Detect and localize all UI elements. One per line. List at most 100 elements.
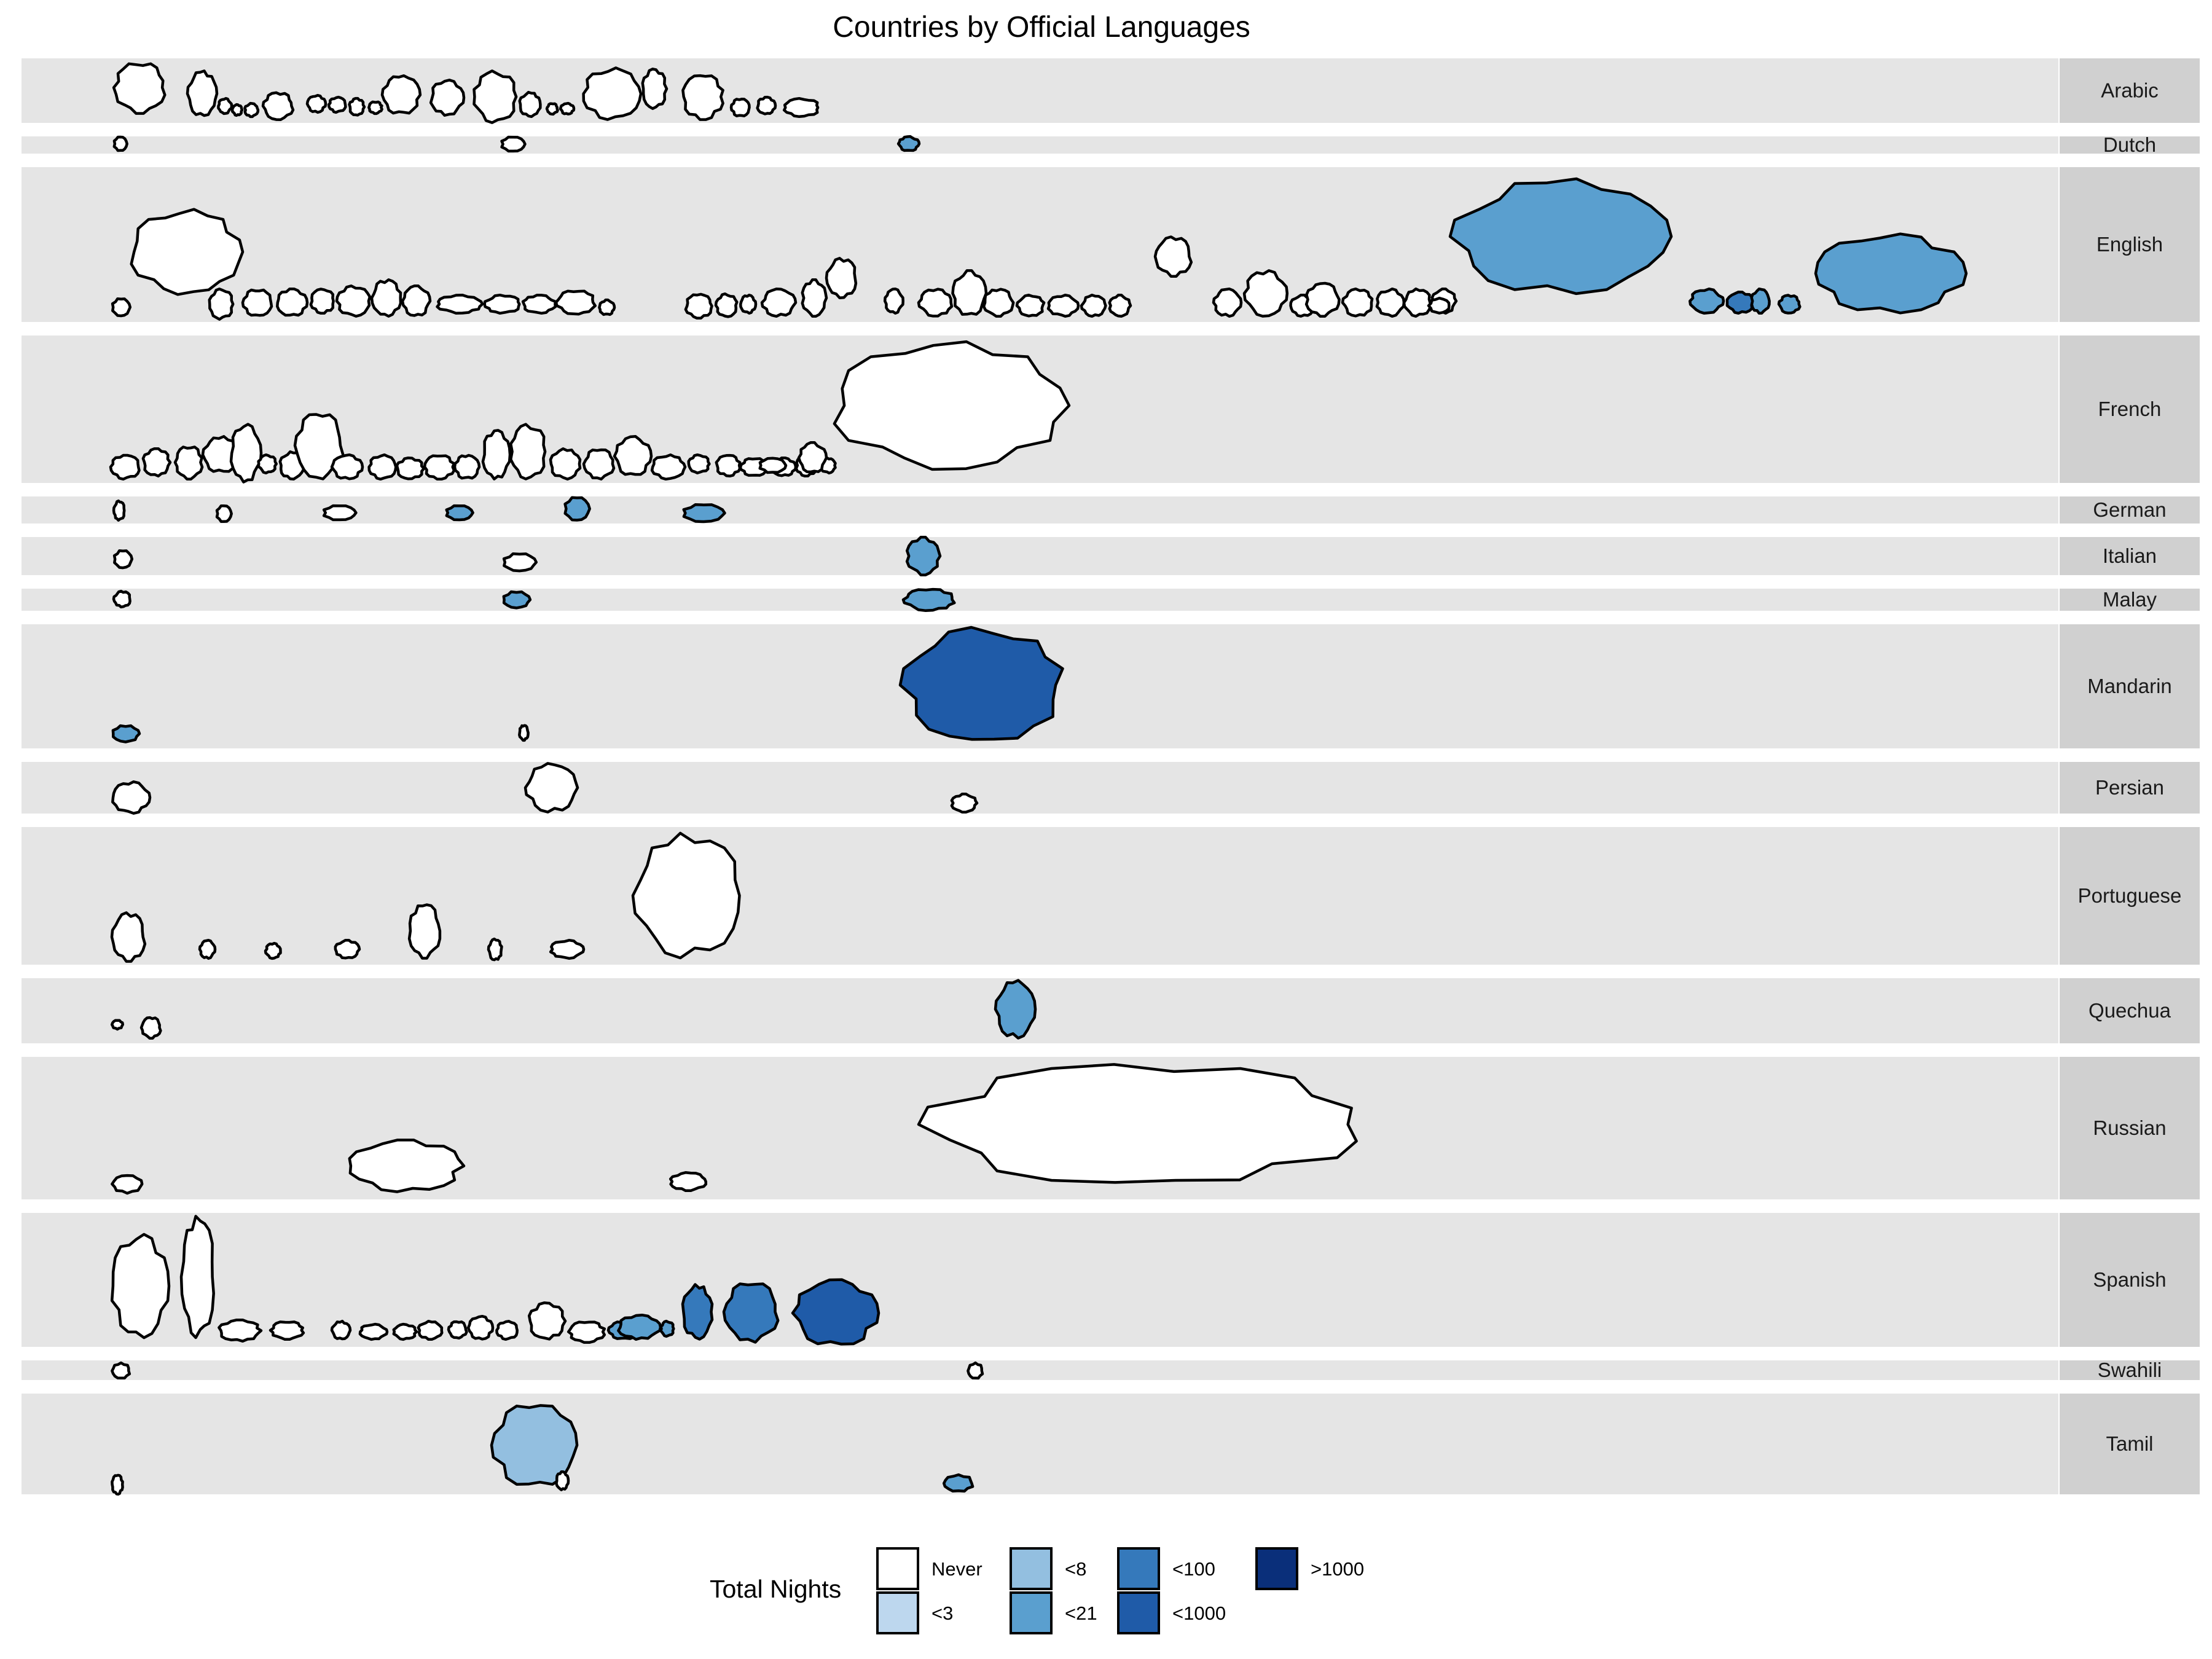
country-spanish-12 [527,1301,567,1341]
country-spanish-3 [218,1318,263,1343]
panel-background-swahili [22,1360,2058,1380]
country-persian-3 [950,792,979,814]
country-arabic-12 [429,79,466,117]
country-arabic-4 [230,103,244,117]
country-spanish-19 [791,1278,880,1346]
country-english-24 [982,288,1015,318]
country-french-26 [758,457,788,474]
country-arabic-10 [367,100,383,116]
legend-key-5 [1117,1547,1160,1590]
country-portuguese-8 [631,831,741,960]
strip-label-portuguese: Portuguese [2078,884,2182,907]
country-arabic-20 [729,98,751,117]
panel-background-italian [22,537,2058,575]
country-portuguese-5 [407,903,442,960]
country-spanish-4 [269,1320,305,1341]
country-russian-3 [669,1171,708,1193]
country-english-12 [521,294,557,315]
strip-russian [2060,1057,2200,1199]
country-english-8 [370,278,402,318]
facet-english: English [22,167,2200,322]
facet-german: German [22,496,2200,524]
country-persian-2 [524,762,579,814]
panel-background-portuguese [22,827,2058,965]
country-french-14 [481,429,512,480]
country-malay-3 [901,587,956,613]
country-arabic-15 [545,102,559,116]
country-english-39 [1448,177,1673,296]
country-dutch-3 [896,135,921,152]
country-english-21 [883,287,904,315]
country-spanish-6 [358,1322,389,1341]
country-spanish-8 [417,1319,444,1341]
country-arabic-21 [756,95,777,116]
country-portuguese-6 [487,937,503,962]
legend-key-3 [1010,1547,1053,1590]
strip-arabic [2060,58,2200,123]
strip-label-persian: Persian [2095,776,2164,799]
country-english-19 [801,278,828,318]
country-quechua-1 [110,1019,125,1031]
country-english-30 [1212,287,1243,318]
country-arabic-14 [518,90,542,119]
country-russian-1 [111,1174,144,1195]
strip-label-arabic: Arabic [2101,79,2159,102]
country-english-9 [401,284,432,317]
strip-label-spanish: Spanish [2093,1268,2166,1291]
legend-key-4-label: <21 [1065,1602,1097,1624]
facet-italian: Italian [22,536,2200,576]
strip-label-dutch: Dutch [2103,133,2156,156]
country-german-6 [682,503,726,524]
country-english-17 [739,293,758,315]
country-russian-2 [348,1139,466,1193]
country-spanish-17 [681,1283,714,1341]
country-french-3 [173,445,204,480]
country-arabic-22 [782,96,820,119]
country-french-10 [367,453,398,481]
country-italian-3 [905,536,942,576]
country-english-23 [951,269,988,316]
country-mandarin-2 [518,724,530,742]
facet-arabic: Arabic [22,58,2200,124]
country-french-15 [509,423,547,480]
legend-key-2-label: <3 [931,1602,953,1624]
country-english-43 [1777,294,1802,315]
facet-french: French [22,335,2200,484]
country-arabic-9 [348,96,366,117]
country-arabic-8 [327,95,347,114]
country-english-6 [309,288,335,315]
strip-swahili [2060,1360,2200,1380]
country-swahili-2 [967,1361,984,1380]
strip-german [2060,496,2200,524]
country-english-36 [1402,287,1432,318]
facet-spanish: Spanish [22,1213,2200,1347]
facet-quechua: Quechua [22,978,2200,1043]
legend-key-3-label: <8 [1065,1558,1086,1580]
facet-swahili: Swahili [22,1359,2200,1381]
country-french-11 [395,456,426,480]
facet-russian: Russian [22,1057,2200,1199]
strip-label-german: German [2093,498,2166,521]
country-spanish-13 [567,1320,606,1344]
facet-dutch: Dutch [22,133,2200,156]
panel-background-german [22,496,2058,524]
facet-persian: Persian [22,762,2200,815]
country-portuguese-1 [110,911,147,963]
country-arabic-13 [473,69,518,124]
country-arabic-7 [305,93,327,114]
strip-english [2060,167,2200,322]
country-dutch-2 [500,135,527,153]
panel-background-dutch [22,136,2058,154]
country-english-22 [917,288,954,318]
country-french-13 [453,453,481,480]
country-spanish-7 [392,1322,418,1341]
country-french-20 [687,453,711,475]
panel-background-spanish [22,1213,2058,1347]
country-english-20 [825,257,858,299]
country-spanish-11 [495,1320,519,1341]
country-english-18 [760,287,798,318]
country-french-19 [650,453,687,481]
country-spanish-5 [330,1319,352,1341]
country-german-3 [322,504,358,522]
